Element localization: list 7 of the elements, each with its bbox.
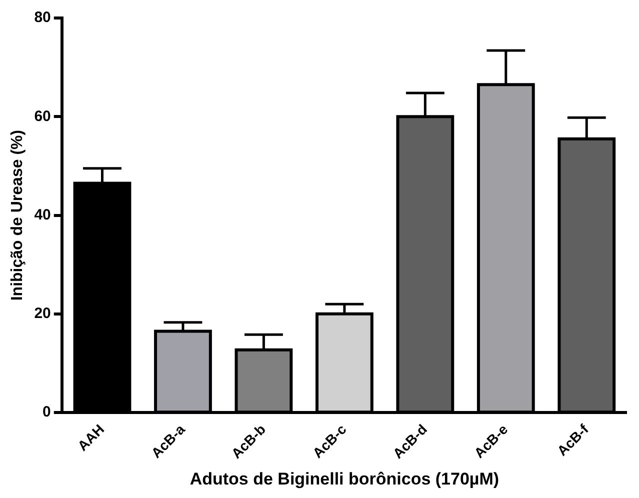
y-tick-label: 60 (34, 108, 51, 125)
y-tick-label: 20 (34, 305, 51, 322)
y-tick-label: 40 (34, 206, 51, 224)
y-tick-label: 80 (34, 9, 51, 26)
y-axis-title: Inibição de Urease (%) (9, 130, 26, 301)
x-axis-title: Adutos de Biginelli borônicos (170µM) (190, 469, 500, 488)
y-tick-label: 0 (42, 404, 51, 421)
